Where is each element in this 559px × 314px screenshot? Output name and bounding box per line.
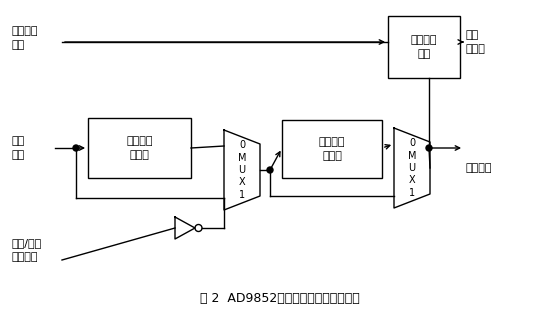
Bar [88,118,191,178]
Text: 0
M
U
X
1: 0 M U X 1 [408,138,416,198]
Text: 边沿检测
电路: 边沿检测 电路 [411,35,437,59]
Circle shape [426,145,432,151]
Text: 参考
时钟: 参考 时钟 [12,136,25,160]
Bar [282,120,382,178]
Circle shape [267,167,273,173]
Bar [388,16,460,78]
Text: 系统时钟: 系统时钟 [466,163,492,173]
Text: 差分/单端
时钟选择: 差分/单端 时钟选择 [12,238,42,262]
Text: 外部更新
时钟: 外部更新 时钟 [12,26,39,50]
Text: 差分时钟
接收器: 差分时钟 接收器 [126,136,153,160]
Text: 0
M
U
X
1: 0 M U X 1 [238,140,247,200]
Text: 更新
上升沿: 更新 上升沿 [466,30,486,54]
Text: 参考时钟
倍频器: 参考时钟 倍频器 [319,137,345,161]
Text: 图 2  AD9852内部系统时钟形成原理图: 图 2 AD9852内部系统时钟形成原理图 [200,291,359,305]
Circle shape [195,225,202,231]
Circle shape [73,145,79,151]
